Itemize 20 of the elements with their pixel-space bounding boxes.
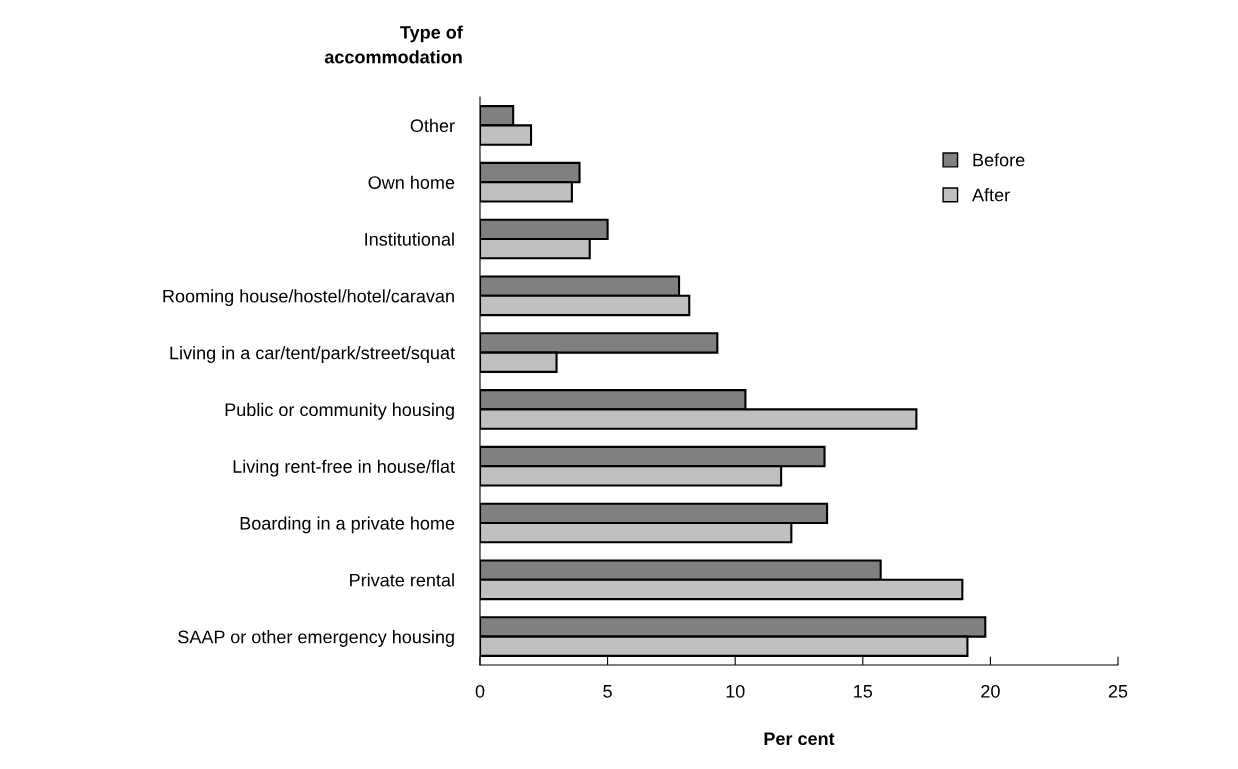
x-tick-label: 10 bbox=[726, 684, 745, 698]
legend-label: After bbox=[972, 188, 1010, 202]
x-tick-label: 25 bbox=[1108, 684, 1128, 698]
y-tick-label: Public or community housing bbox=[225, 402, 454, 420]
y-tick-label: Institutional bbox=[365, 232, 454, 246]
y-tick-label: Other bbox=[410, 118, 455, 133]
x-tick-label: 20 bbox=[981, 684, 1000, 698]
y-tick-label: Private rental bbox=[350, 573, 454, 587]
y-axis-title: Type of accommodation bbox=[324, 25, 463, 64]
y-tick-label: Boarding in a private home bbox=[240, 516, 455, 534]
y-tick-label: Own home bbox=[368, 175, 455, 189]
y-tick-label: Rooming house/hostel/hotel/caravan bbox=[163, 289, 454, 307]
legend-label: Before bbox=[973, 153, 1025, 167]
y-tick-label: Living rent-free in house/flat bbox=[233, 459, 455, 477]
x-tick-label: 0 bbox=[475, 684, 485, 698]
x-tick-label: 5 bbox=[603, 685, 612, 698]
y-tick-label: SAAP or other emergency housing bbox=[178, 630, 454, 647]
y-tick-label: Living in a car/tent/park/street/squat bbox=[170, 346, 455, 363]
x-tick-label: 15 bbox=[854, 685, 873, 698]
x-axis-title: Per cent bbox=[764, 732, 835, 746]
